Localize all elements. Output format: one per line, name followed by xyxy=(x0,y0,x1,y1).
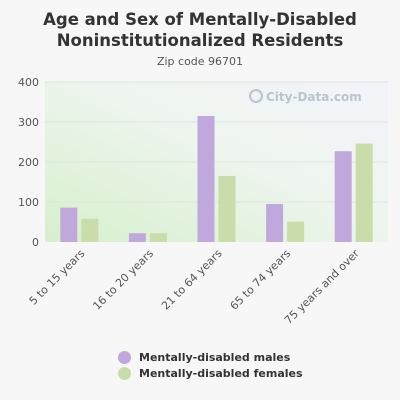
legend: Mentally-disabled males Mentally-disabled… xyxy=(118,350,303,382)
legend-swatch xyxy=(118,367,131,380)
chart-subtitle: Zip code 96701 xyxy=(156,55,244,68)
y-tick-label: 400 xyxy=(18,76,39,89)
x-tick-label: 5 to 15 years xyxy=(27,247,88,308)
bar-females xyxy=(355,143,373,242)
bar-females xyxy=(149,233,167,242)
watermark-icon xyxy=(249,89,263,103)
x-tick-label: 16 to 20 years xyxy=(90,247,156,313)
bar-females xyxy=(287,221,305,242)
bar-males xyxy=(334,151,352,242)
x-tick-label: 65 to 74 years xyxy=(228,247,294,313)
bar-females xyxy=(218,176,236,242)
bar-males xyxy=(197,116,215,242)
bar-males xyxy=(266,204,284,242)
y-tick-label: 300 xyxy=(18,116,39,129)
bar-females xyxy=(81,218,99,242)
legend-label: Mentally-disabled males xyxy=(139,351,291,364)
watermark-text: City-Data.com xyxy=(266,90,362,104)
watermark: City-Data.com xyxy=(249,89,362,104)
legend-item: Mentally-disabled males xyxy=(118,350,303,365)
bar-males xyxy=(60,207,78,242)
legend-item: Mentally-disabled females xyxy=(118,366,303,381)
x-tick-label: 75 years and over xyxy=(282,247,362,327)
legend-swatch xyxy=(118,351,131,364)
legend-label: Mentally-disabled females xyxy=(139,367,303,380)
y-tick-label: 0 xyxy=(32,236,39,249)
x-tick-label: 21 to 64 years xyxy=(159,247,225,313)
bar-males xyxy=(128,233,146,242)
y-tick-label: 100 xyxy=(18,196,39,209)
chart-title: Age and Sex of Mentally-Disabled Noninst… xyxy=(43,10,357,50)
y-tick-label: 200 xyxy=(18,156,39,169)
